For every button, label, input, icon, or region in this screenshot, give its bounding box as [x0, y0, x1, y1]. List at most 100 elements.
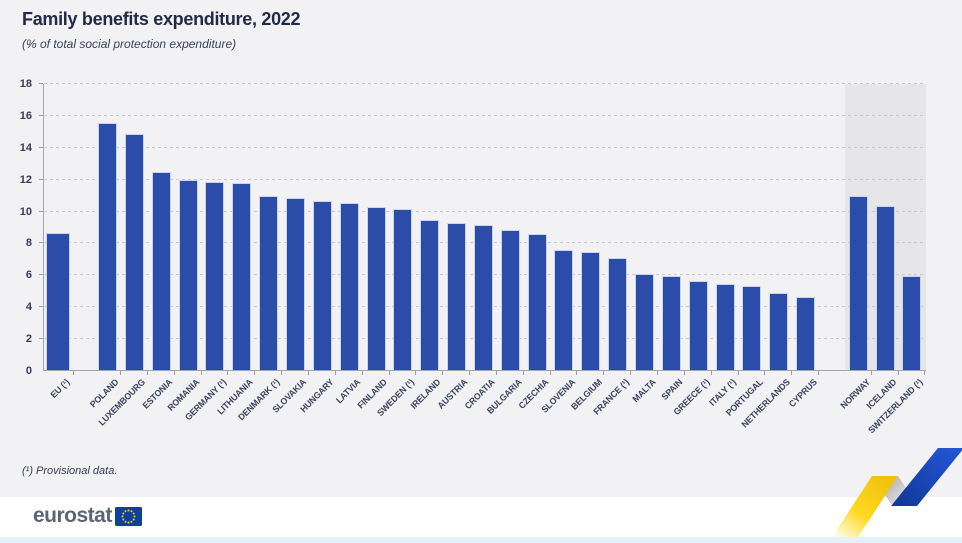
- ribbon-yellow-segment: [832, 476, 898, 537]
- x-axis-tick: [897, 371, 899, 375]
- x-axis-tick: [469, 371, 471, 375]
- x-axis-tick: [227, 371, 229, 375]
- bar-romania: [178, 180, 198, 370]
- bar-greece: [688, 280, 708, 370]
- bar-sweden: [393, 208, 413, 370]
- gridline: [44, 146, 926, 148]
- eurostat-logo: eurostat: [33, 503, 142, 529]
- x-axis-tick: [683, 371, 685, 375]
- bar-italy: [715, 283, 735, 370]
- y-axis-label: 4: [25, 301, 32, 314]
- x-axis-tick: [388, 371, 390, 375]
- bar-denmark: [259, 196, 279, 370]
- bar-spain: [661, 275, 681, 370]
- bar-croatia: [473, 224, 493, 370]
- y-axis-label: 6: [25, 269, 32, 282]
- bar-chart-plot-area: [39, 83, 926, 375]
- bar-poland: [98, 122, 117, 370]
- x-axis-tick: [791, 371, 793, 375]
- x-axis-tick: [281, 371, 283, 375]
- y-axis-label: 14: [19, 141, 32, 154]
- x-axis-tick: [415, 371, 417, 375]
- y-axis-tick: [39, 114, 43, 116]
- bar-portugal: [742, 285, 762, 370]
- bar-belgium: [581, 252, 601, 370]
- bar-netherlands: [769, 293, 789, 370]
- x-axis-line: [44, 370, 926, 371]
- bar-slovenia: [554, 250, 574, 370]
- chart-title: Family benefits expenditure, 2022: [22, 9, 301, 29]
- eurostat-ribbon-decoration: [832, 448, 962, 537]
- x-axis-tick: [361, 371, 363, 375]
- x-axis-tick: [522, 371, 524, 375]
- bar-germany: [205, 181, 225, 370]
- bar-hungary: [312, 201, 332, 370]
- eu-flag-icon: [114, 506, 142, 526]
- y-axis-label: 2: [25, 333, 32, 346]
- bar-cyprus: [796, 296, 816, 370]
- x-axis-tick: [173, 371, 175, 375]
- x-axis-tick: [200, 371, 202, 375]
- y-axis-tick: [39, 210, 43, 212]
- y-axis-tick: [39, 242, 43, 244]
- y-axis-label: 0: [25, 365, 32, 377]
- gridline: [44, 210, 926, 212]
- x-axis-tick: [818, 371, 820, 375]
- bar-finland: [366, 207, 386, 370]
- bar-slovakia: [285, 197, 305, 370]
- eurostat-wordmark: eurostat: [33, 504, 112, 527]
- bar-austria: [447, 223, 467, 370]
- bar-eu: [46, 232, 70, 370]
- y-axis-tick: [39, 146, 43, 148]
- bar-iceland: [875, 205, 895, 370]
- bar-estonia: [151, 172, 171, 370]
- gridline: [44, 83, 926, 84]
- x-axis-tick: [603, 371, 605, 375]
- y-axis-tick: [39, 338, 43, 340]
- bar-luxembourg: [124, 134, 144, 370]
- x-axis-tick: [120, 371, 121, 375]
- x-axis-tick: [871, 371, 872, 375]
- y-axis-tick: [39, 306, 43, 308]
- x-axis-tick: [146, 371, 148, 375]
- x-axis-tick: [924, 371, 925, 375]
- bar-norway: [849, 196, 868, 370]
- x-axis-tick: [442, 371, 444, 375]
- x-axis-tick: [334, 371, 336, 375]
- footnote: (¹) Provisional data.: [22, 465, 118, 477]
- x-axis-tick: [657, 371, 658, 375]
- bar-ireland: [420, 220, 440, 370]
- x-axis-tick: [495, 371, 497, 375]
- x-axis-tick: [737, 371, 739, 375]
- y-axis-tick: [39, 274, 43, 276]
- y-axis-tick: [39, 178, 43, 180]
- gridline: [44, 178, 926, 180]
- bar-switzerland: [902, 275, 921, 370]
- x-axis-tick: [73, 371, 74, 375]
- bar-malta: [635, 274, 654, 370]
- bar-czechia: [527, 234, 547, 370]
- ribbon-blue-segment: [891, 448, 962, 506]
- bar-latvia: [339, 202, 359, 370]
- gridline: [44, 114, 926, 116]
- x-axis-tick: [307, 371, 309, 375]
- y-axis-line: [43, 84, 44, 371]
- y-axis-label: 12: [19, 173, 32, 186]
- x-axis-tick: [630, 371, 632, 375]
- y-axis-tick: [39, 83, 43, 84]
- x-axis-tick: [710, 371, 712, 375]
- bottom-accent-strip: [0, 537, 962, 543]
- bar-bulgaria: [500, 229, 520, 370]
- y-axis-label: 16: [19, 109, 32, 122]
- bar-lithuania: [232, 183, 252, 370]
- y-axis: 0 2 4 6 8 10 12 14 16 18: [0, 78, 40, 377]
- bar-france: [608, 258, 628, 370]
- footer-background: [0, 497, 962, 537]
- chart-subtitle: (% of total social protection expenditur…: [22, 37, 237, 51]
- y-axis-label: 8: [25, 237, 32, 250]
- y-axis-label: 18: [19, 78, 32, 90]
- y-axis-label: 10: [19, 205, 32, 218]
- x-axis-tick: [549, 371, 551, 375]
- x-axis-tick: [254, 371, 256, 375]
